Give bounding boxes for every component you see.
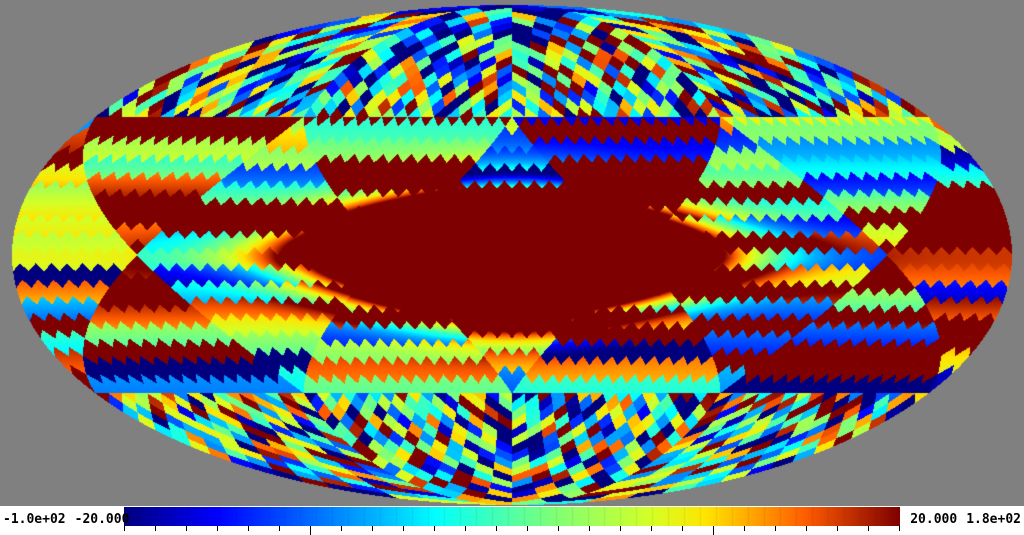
mollweide-sky-map	[0, 0, 1024, 506]
colorbar-max-labels: 20.000 1.8e+02	[910, 505, 1021, 534]
colorbar-data-max-label: 1.8e+02	[966, 512, 1021, 527]
colorbar-min-labels: -1.0e+02 -20.000	[3, 505, 129, 534]
colorbar-vmax-label: 20.000	[910, 512, 958, 527]
colorbar-gradient	[124, 507, 900, 526]
colorbar-vmin-label: -20.000	[74, 512, 130, 527]
colorbar-data-min-label: -1.0e+02	[3, 512, 66, 527]
colorbar-area	[0, 506, 1024, 535]
sky-map-panel	[0, 0, 1024, 506]
colorbar-ticks	[124, 526, 900, 535]
